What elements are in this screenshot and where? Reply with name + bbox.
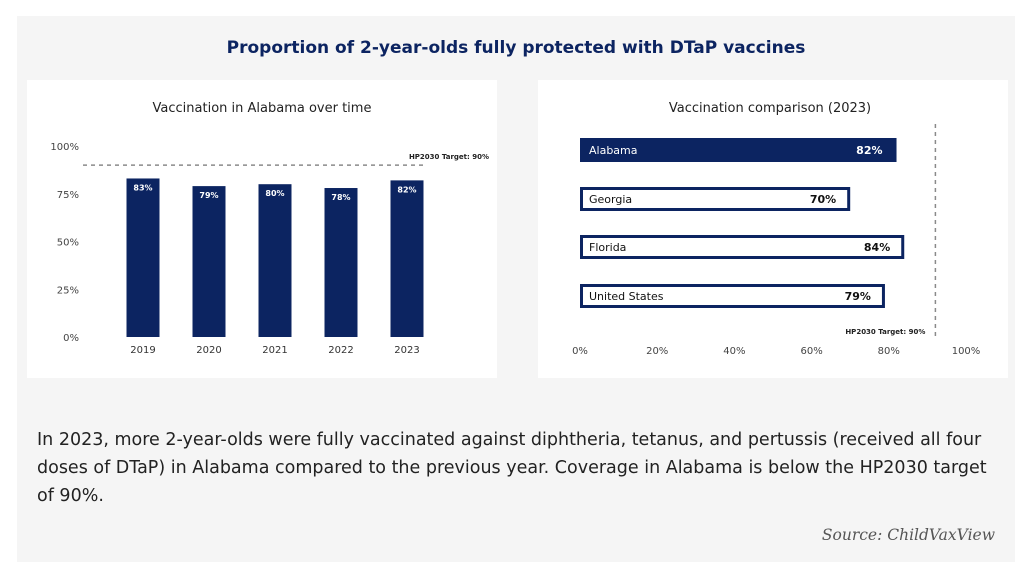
bar-value-label: 79% bbox=[199, 191, 218, 200]
target-label: HP2030 Target: 90% bbox=[845, 328, 925, 336]
bar-2019 bbox=[126, 178, 160, 337]
x-tick-label: 100% bbox=[952, 346, 981, 357]
bar-united-states bbox=[580, 284, 885, 308]
bar-value-label: 82% bbox=[397, 185, 416, 194]
bar-category-label: Florida bbox=[589, 241, 626, 254]
x-tick-label: 2022 bbox=[328, 345, 353, 356]
x-tick-label: 2020 bbox=[196, 345, 221, 356]
infographic-card: Proportion of 2-year-olds fully protecte… bbox=[17, 16, 1015, 562]
x-tick-label: 0% bbox=[572, 346, 588, 357]
bar-alabama bbox=[580, 138, 897, 162]
x-tick-label: 2021 bbox=[262, 345, 287, 356]
bar-category-label: Georgia bbox=[589, 193, 632, 206]
bar-value-label: 79% bbox=[845, 290, 871, 303]
x-tick-label: 60% bbox=[800, 346, 822, 357]
chart-title: Vaccination comparison (2023) bbox=[669, 101, 871, 116]
x-tick-label: 20% bbox=[646, 346, 668, 357]
comparison-chart: Vaccination comparison (2023) Alabama 82% G… bbox=[572, 101, 981, 357]
page-title: Proportion of 2-year-olds fully protecte… bbox=[226, 38, 806, 58]
x-tick-label: 2023 bbox=[394, 345, 419, 356]
alabama-trend-chart: Vaccination in Alabama over time 0% 25% 50%… bbox=[50, 101, 489, 356]
bar-florida bbox=[580, 235, 905, 259]
bar-category-label: Alabama bbox=[589, 144, 638, 157]
x-tick-label: 2019 bbox=[130, 345, 155, 356]
alabama-trend-panel: Vaccination in Alabama over time 0% 25% 50%… bbox=[27, 80, 497, 378]
y-tick-label: 75% bbox=[57, 190, 79, 201]
bar-2021 bbox=[258, 184, 292, 337]
y-tick-label: 50% bbox=[57, 238, 79, 249]
source-note: Source: ChildVaxView bbox=[821, 526, 995, 544]
comparison-panel: Vaccination comparison (2023) Alabama 82% G… bbox=[538, 80, 1008, 378]
bar-2022 bbox=[324, 188, 358, 337]
bar-2020 bbox=[192, 186, 226, 337]
y-tick-label: 0% bbox=[63, 333, 79, 344]
bar-value-label: 80% bbox=[265, 189, 284, 198]
bar-value-label: 84% bbox=[864, 241, 890, 254]
y-tick-label: 25% bbox=[57, 285, 79, 296]
bar-value-label: 83% bbox=[133, 183, 152, 192]
bar-georgia bbox=[580, 187, 851, 211]
x-tick-label: 40% bbox=[723, 346, 745, 357]
y-tick-label: 100% bbox=[50, 142, 79, 153]
summary-text: In 2023, more 2-year-olds were fully vac… bbox=[37, 430, 987, 506]
chart-title: Vaccination in Alabama over time bbox=[153, 101, 372, 116]
bar-value-label: 78% bbox=[331, 193, 350, 202]
target-label: HP2030 Target: 90% bbox=[409, 153, 489, 161]
bar-category-label: United States bbox=[589, 290, 664, 303]
bar-value-label: 82% bbox=[856, 144, 882, 157]
bar-2023 bbox=[390, 180, 424, 337]
x-tick-label: 80% bbox=[878, 346, 900, 357]
bar-value-label: 70% bbox=[810, 193, 836, 206]
